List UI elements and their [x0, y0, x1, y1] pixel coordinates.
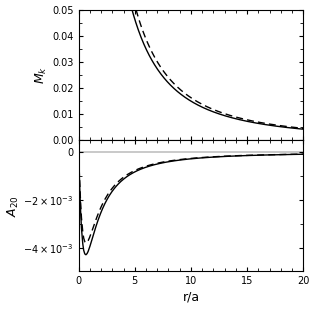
- X-axis label: r/a: r/a: [182, 290, 199, 303]
- Y-axis label: $M_k$: $M_k$: [34, 66, 49, 84]
- Y-axis label: $A_{20}$: $A_{20}$: [6, 195, 21, 217]
